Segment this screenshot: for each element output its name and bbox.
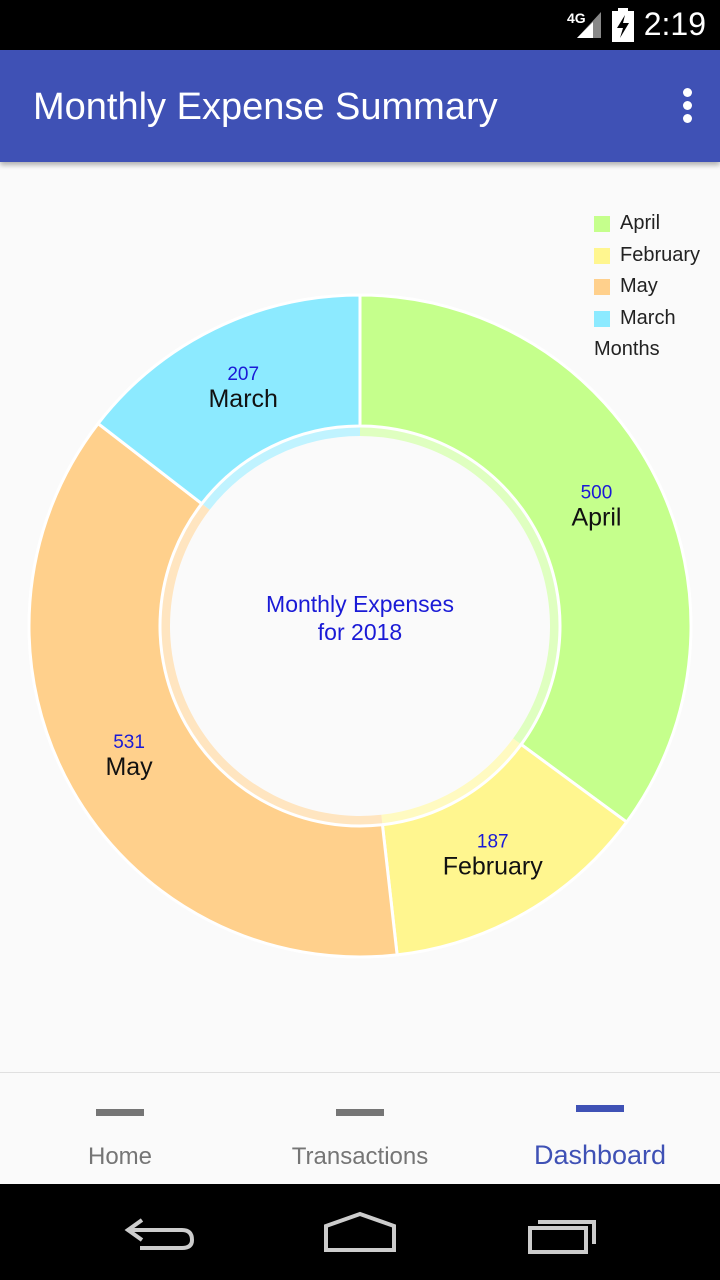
- nav-home[interactable]: Home: [0, 1073, 240, 1185]
- page-title: Monthly Expense Summary: [33, 86, 498, 128]
- slice-inner-april: [360, 426, 560, 745]
- legend-title: Months: [594, 338, 660, 360]
- slice-may[interactable]: [27, 421, 399, 959]
- transactions-tab-icon: [336, 1109, 384, 1116]
- nav-dashboard-label: Dashboard: [533, 1140, 667, 1170]
- legend-swatch-february: [594, 247, 610, 264]
- slice-inner-february: [381, 738, 522, 825]
- slice-value-april: 500: [581, 482, 613, 503]
- nav-home-label: Home: [87, 1143, 153, 1170]
- slice-april[interactable]: [358, 293, 693, 825]
- slice-value-march: 207: [227, 364, 259, 385]
- chart-area: 500 April 187 February 531 May 207 March Monthly…: [0, 162, 720, 1072]
- center-text-line-1: Monthly Expenses: [266, 591, 454, 617]
- legend-label-february: February: [620, 243, 701, 266]
- slice-value-may: 531: [113, 732, 145, 753]
- battery-charging-icon: [612, 8, 634, 42]
- slice-label-march: March: [208, 385, 277, 413]
- nav-dashboard[interactable]: Dashboard: [480, 1073, 720, 1185]
- app-bar: Monthly Expense Summary: [0, 50, 720, 162]
- legend-label-april: April: [620, 212, 661, 234]
- slice-label-february: February: [443, 852, 544, 880]
- donut-chart[interactable]: 500April187February531May207MarchMonthly…: [0, 162, 720, 1072]
- network-type: 4G: [567, 10, 586, 26]
- center-text-line-2: for 2018: [318, 619, 402, 645]
- slice-value-february: 187: [477, 831, 509, 852]
- status-bar: 4G 2:19: [0, 0, 720, 50]
- legend-swatch-may: [594, 279, 610, 295]
- slice-label-april: April: [571, 503, 621, 531]
- slice-march[interactable]: [96, 293, 362, 506]
- legend-label-march: March: [620, 306, 676, 329]
- overflow-menu-icon[interactable]: [682, 88, 692, 124]
- slice-february[interactable]: [380, 742, 629, 957]
- legend-swatch-march: [594, 310, 610, 327]
- system-navigation-bar: [0, 1184, 720, 1280]
- home-tab-icon: [96, 1109, 144, 1116]
- signal-icon: [577, 12, 601, 38]
- nav-transactions[interactable]: Transactions: [240, 1073, 480, 1185]
- recents-icon[interactable]: [526, 1212, 598, 1256]
- legend-swatch-april: [594, 216, 610, 232]
- slice-label-may: May: [105, 753, 153, 781]
- back-icon[interactable]: [120, 1212, 200, 1252]
- bottom-navigation: Home Transactions Dashboard: [0, 1072, 720, 1185]
- legend-label-may: May: [620, 275, 658, 297]
- clock: 2:19: [643, 6, 706, 42]
- home-icon[interactable]: [322, 1210, 398, 1254]
- nav-transactions-label: Transactions: [291, 1143, 429, 1170]
- dashboard-tab-icon: [576, 1105, 624, 1112]
